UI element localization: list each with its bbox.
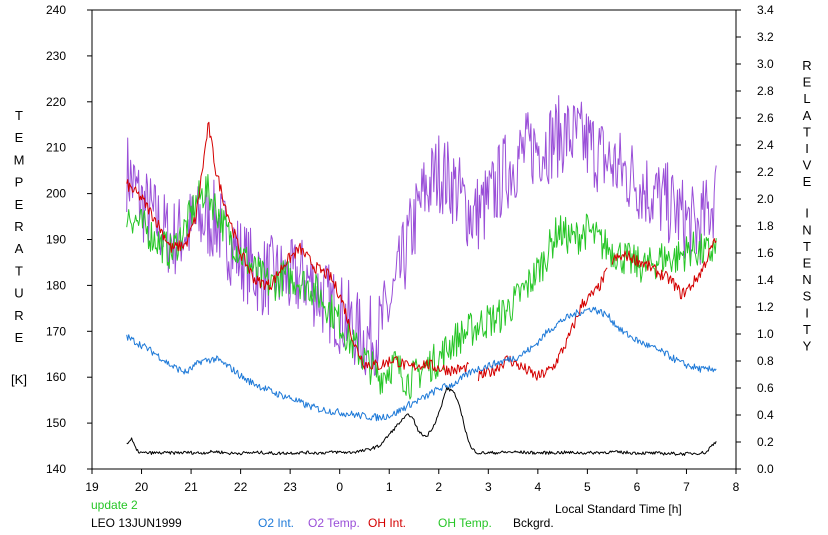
axis-title-letter: U xyxy=(14,286,23,301)
axis-title-letter: T xyxy=(803,239,811,254)
x-tick-label: 5 xyxy=(584,480,591,494)
series-o2-temp-line xyxy=(126,95,717,376)
axis-title-letter: M xyxy=(14,152,25,167)
x-tick-label: 22 xyxy=(234,480,248,494)
y-right-tick-label: 0.8 xyxy=(757,354,774,368)
y-right-tick-label: 2.2 xyxy=(757,165,774,179)
series-layer xyxy=(126,95,717,456)
y-left-tick-label: 140 xyxy=(46,462,66,476)
axis-title-letter: E xyxy=(15,330,24,345)
series-o2-int-line xyxy=(126,306,717,422)
x-tick-label: 4 xyxy=(535,480,542,494)
y-left-tick-label: 220 xyxy=(46,95,66,109)
y-right-tick-label: 3.4 xyxy=(757,3,774,17)
y-left-unit: [K] xyxy=(11,372,27,387)
axis-title-letter: E xyxy=(15,197,24,212)
y-right-tick-label: 1.2 xyxy=(757,300,774,314)
y-right-tick-label: 1.0 xyxy=(757,327,774,341)
series-oh-temp-line xyxy=(126,174,717,400)
axis-title-letter: T xyxy=(803,322,811,337)
series-oh-int-line xyxy=(126,121,469,377)
legend-entry-oh-int: OH Int. xyxy=(368,516,406,530)
y-right-tick-label: 0.0 xyxy=(757,462,774,476)
y-right-tick-label: 3.2 xyxy=(757,30,774,44)
x-tick-label: 1 xyxy=(386,480,393,494)
axis-title-letter: E xyxy=(803,256,812,271)
series-bckgrd-line xyxy=(126,387,717,456)
x-tick-label: 20 xyxy=(135,480,149,494)
y-right-tick-label: 0.2 xyxy=(757,435,774,449)
axis-title-letter: A xyxy=(15,241,24,256)
legend: O2 Int. O2 Temp. OH Int. OH Temp. Bckgrd. xyxy=(258,516,554,530)
station-date-label: LEO 13JUN1999 xyxy=(91,516,182,530)
series-oh-int-line xyxy=(477,267,608,382)
axis-title-letter: T xyxy=(15,108,23,123)
axis-title-letter: T xyxy=(15,263,23,278)
x-tick-label: 6 xyxy=(634,480,641,494)
axis-title-letter: N xyxy=(802,272,811,287)
axis-title-letter: V xyxy=(803,158,812,173)
x-tick-label: 0 xyxy=(336,480,343,494)
x-tick-label: 21 xyxy=(184,480,198,494)
y-right-tick-label: 0.6 xyxy=(757,381,774,395)
x-tick-label: 2 xyxy=(435,480,442,494)
x-tick-label: 8 xyxy=(733,480,740,494)
y-left-tick-label: 150 xyxy=(46,416,66,430)
x-tick-label: 7 xyxy=(683,480,690,494)
y-axis-right: 0.0 0.2 0.4 0.6 0.8 1.0 1.2 1.4 1.6 1.8 2.0 2.2 2.4 2… xyxy=(736,3,774,476)
axis-title-letter: I xyxy=(805,141,809,156)
legend-entry-oh-temp: OH Temp. xyxy=(438,516,492,530)
axis-title-letter: L xyxy=(803,91,810,106)
x-axis-title: Local Standard Time [h] xyxy=(555,502,682,516)
y-axis-left: 140 150 160 170 180 190 200 210 220 230 240 xyxy=(46,3,92,476)
axis-title-letter: A xyxy=(803,108,812,123)
series-oh-int-line xyxy=(611,238,717,300)
update-label: update 2 xyxy=(91,498,138,512)
y-right-tick-label: 3.0 xyxy=(757,57,774,71)
y-right-tick-label: 2.4 xyxy=(757,138,774,152)
axis-title-letter: S xyxy=(803,289,812,304)
y-left-tick-label: 210 xyxy=(46,141,66,155)
axis-title-letter: E xyxy=(15,130,24,145)
axis-title-letter: R xyxy=(14,308,23,323)
y-left-tick-label: 240 xyxy=(46,3,66,17)
y-left-tick-label: 230 xyxy=(46,49,66,63)
axis-title-letter: N xyxy=(802,222,811,237)
y-right-tick-label: 2.0 xyxy=(757,192,774,206)
y-left-tick-label: 200 xyxy=(46,187,66,201)
y-left-tick-label: 160 xyxy=(46,370,66,384)
legend-entry-o2-temp: O2 Temp. xyxy=(308,516,360,530)
y-right-tick-label: 1.4 xyxy=(757,273,774,287)
y-right-tick-label: 1.8 xyxy=(757,219,774,233)
x-tick-label: 19 xyxy=(85,480,99,494)
x-axis: 19 20 21 22 23 0 1 2 3 4 5 6 7 8 xyxy=(85,469,740,494)
axis-title-letter: R xyxy=(14,219,23,234)
x-tick-label: 3 xyxy=(485,480,492,494)
y-left-tick-label: 190 xyxy=(46,233,66,247)
y-left-tick-label: 170 xyxy=(46,324,66,338)
y-right-tick-label: 2.8 xyxy=(757,84,774,98)
y-right-tick-label: 2.6 xyxy=(757,111,774,125)
y-right-tick-label: 1.6 xyxy=(757,246,774,260)
x-tick-label: 23 xyxy=(283,480,297,494)
axis-title-letter: I xyxy=(805,305,809,320)
legend-entry-o2-int: O2 Int. xyxy=(258,516,294,530)
y-left-tick-label: 180 xyxy=(46,278,66,292)
axis-title-letter: R xyxy=(802,58,811,73)
axis-title-letter: I xyxy=(805,206,809,221)
axis-title-letter: T xyxy=(803,124,811,139)
axis-title-letter: E xyxy=(803,75,812,90)
axis-title-letter: Y xyxy=(803,339,812,354)
axis-title-letter: E xyxy=(803,174,812,189)
legend-entry-bckgrd: Bckgrd. xyxy=(513,516,554,530)
axis-title-letter: P xyxy=(15,175,24,190)
y-right-tick-label: 0.4 xyxy=(757,408,774,422)
